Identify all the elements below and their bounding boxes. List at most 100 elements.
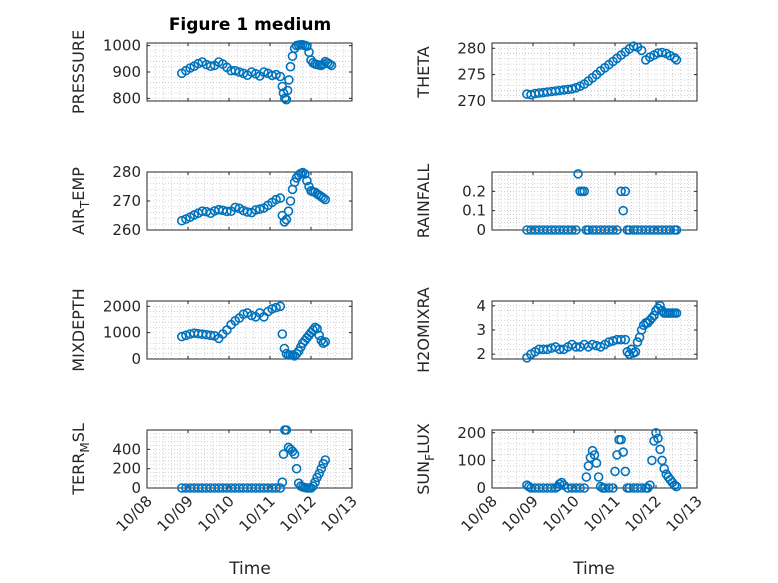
data-point [671, 308, 682, 318]
y-tick-label: 260 [112, 221, 141, 239]
data-point [546, 483, 557, 493]
y-tick-label: 400 [112, 440, 141, 458]
y-tick-label: 900 [112, 63, 141, 81]
data-point [620, 334, 631, 345]
data-point [571, 225, 581, 235]
data-point [628, 41, 639, 52]
data-point [556, 477, 567, 488]
data-point [259, 67, 269, 77]
y-tick-label: 4 [476, 297, 486, 315]
data-point [271, 194, 281, 205]
y-axis-label: AIRTEMP [69, 167, 92, 235]
data-point [267, 304, 277, 314]
data-point [281, 214, 292, 225]
y-tick-label: 2000 [103, 297, 141, 315]
data-point [620, 466, 631, 477]
y-tick-label: 0 [476, 479, 486, 497]
data-point [281, 94, 292, 105]
y-tick-label: 0 [476, 221, 486, 239]
data-point [636, 325, 647, 335]
data-point [284, 75, 294, 85]
data-point [326, 60, 337, 71]
y-tick-label: 800 [112, 89, 141, 107]
subplot-mixdepth: 0 1000 2000 MIXDEPTH [69, 288, 353, 372]
data-point [282, 85, 293, 96]
y-tick-label: 100 [457, 451, 486, 469]
data-point [604, 483, 614, 493]
y-tick-label: 1000 [103, 37, 141, 55]
data-point [624, 349, 635, 360]
data-point [616, 434, 626, 445]
axes-box [491, 171, 698, 231]
data-point [554, 479, 565, 489]
y-axis-label: H2OMIXRA [414, 287, 433, 373]
y-axis-label: PRESSURE [69, 30, 88, 114]
y-tick-label: 275 [457, 66, 486, 84]
data-point [205, 330, 216, 341]
y-tick-label: 0 [131, 350, 141, 368]
y-tick-label: 270 [112, 192, 141, 210]
data-point [279, 217, 290, 227]
data-point [222, 206, 232, 217]
data-point [316, 463, 327, 474]
data-point [320, 455, 331, 465]
data-point [579, 186, 590, 197]
y-axis-label: TERRMSL [69, 423, 92, 496]
data-point [320, 337, 331, 347]
data-point [655, 300, 665, 311]
data-point [271, 302, 281, 313]
data-point [205, 61, 216, 71]
data-point [275, 301, 286, 312]
data-point [649, 310, 659, 321]
data-point [665, 225, 676, 235]
subplot-theta: 270 275 280 THETA [414, 39, 698, 110]
y-tick-label: 200 [112, 460, 141, 478]
y-axis-label: MIXDEPTH [69, 288, 88, 371]
data-point [246, 310, 257, 321]
data-point [671, 481, 682, 492]
figure-title: Figure 1 medium [169, 15, 331, 35]
data-point [300, 169, 310, 179]
data-point [230, 202, 240, 213]
data-point [616, 186, 626, 197]
data-point [277, 477, 288, 488]
y-axis-label: RAINFALL [414, 164, 433, 239]
y-tick-label: 0 [131, 479, 141, 497]
x-axis-label-left: Time [228, 559, 271, 579]
y-axis-label: THETA [414, 46, 433, 98]
data-point [645, 480, 655, 491]
data-point [571, 342, 581, 352]
data-point [579, 483, 590, 493]
data-point [275, 483, 286, 493]
data-point [608, 483, 618, 493]
data-point [289, 177, 300, 187]
data-point [573, 169, 583, 179]
data-point [230, 65, 240, 76]
data-point [275, 71, 286, 82]
data-point [616, 334, 626, 345]
data-point [254, 204, 265, 214]
y-tick-label: 2 [476, 345, 486, 363]
data-point [289, 449, 300, 460]
data-point [314, 468, 325, 479]
data-point [310, 477, 320, 488]
data-point [285, 61, 296, 72]
data-point [291, 348, 302, 359]
y-tick-label: 1000 [103, 324, 141, 342]
data-point [671, 55, 682, 65]
data-point [653, 433, 663, 444]
y-axis-label: SUNFLUX [414, 423, 437, 495]
data-point [567, 225, 577, 235]
data-point [310, 322, 320, 333]
data-point [524, 481, 534, 492]
y-tick-label: 3 [476, 321, 486, 339]
data-point [669, 52, 680, 63]
data-point [636, 483, 647, 493]
data-point [636, 45, 647, 56]
subplot-pressure: 800 900 1000 PRESSURE [69, 30, 353, 114]
data-point [610, 466, 620, 477]
data-point [314, 330, 325, 341]
y-tick-label: 200 [457, 424, 486, 442]
